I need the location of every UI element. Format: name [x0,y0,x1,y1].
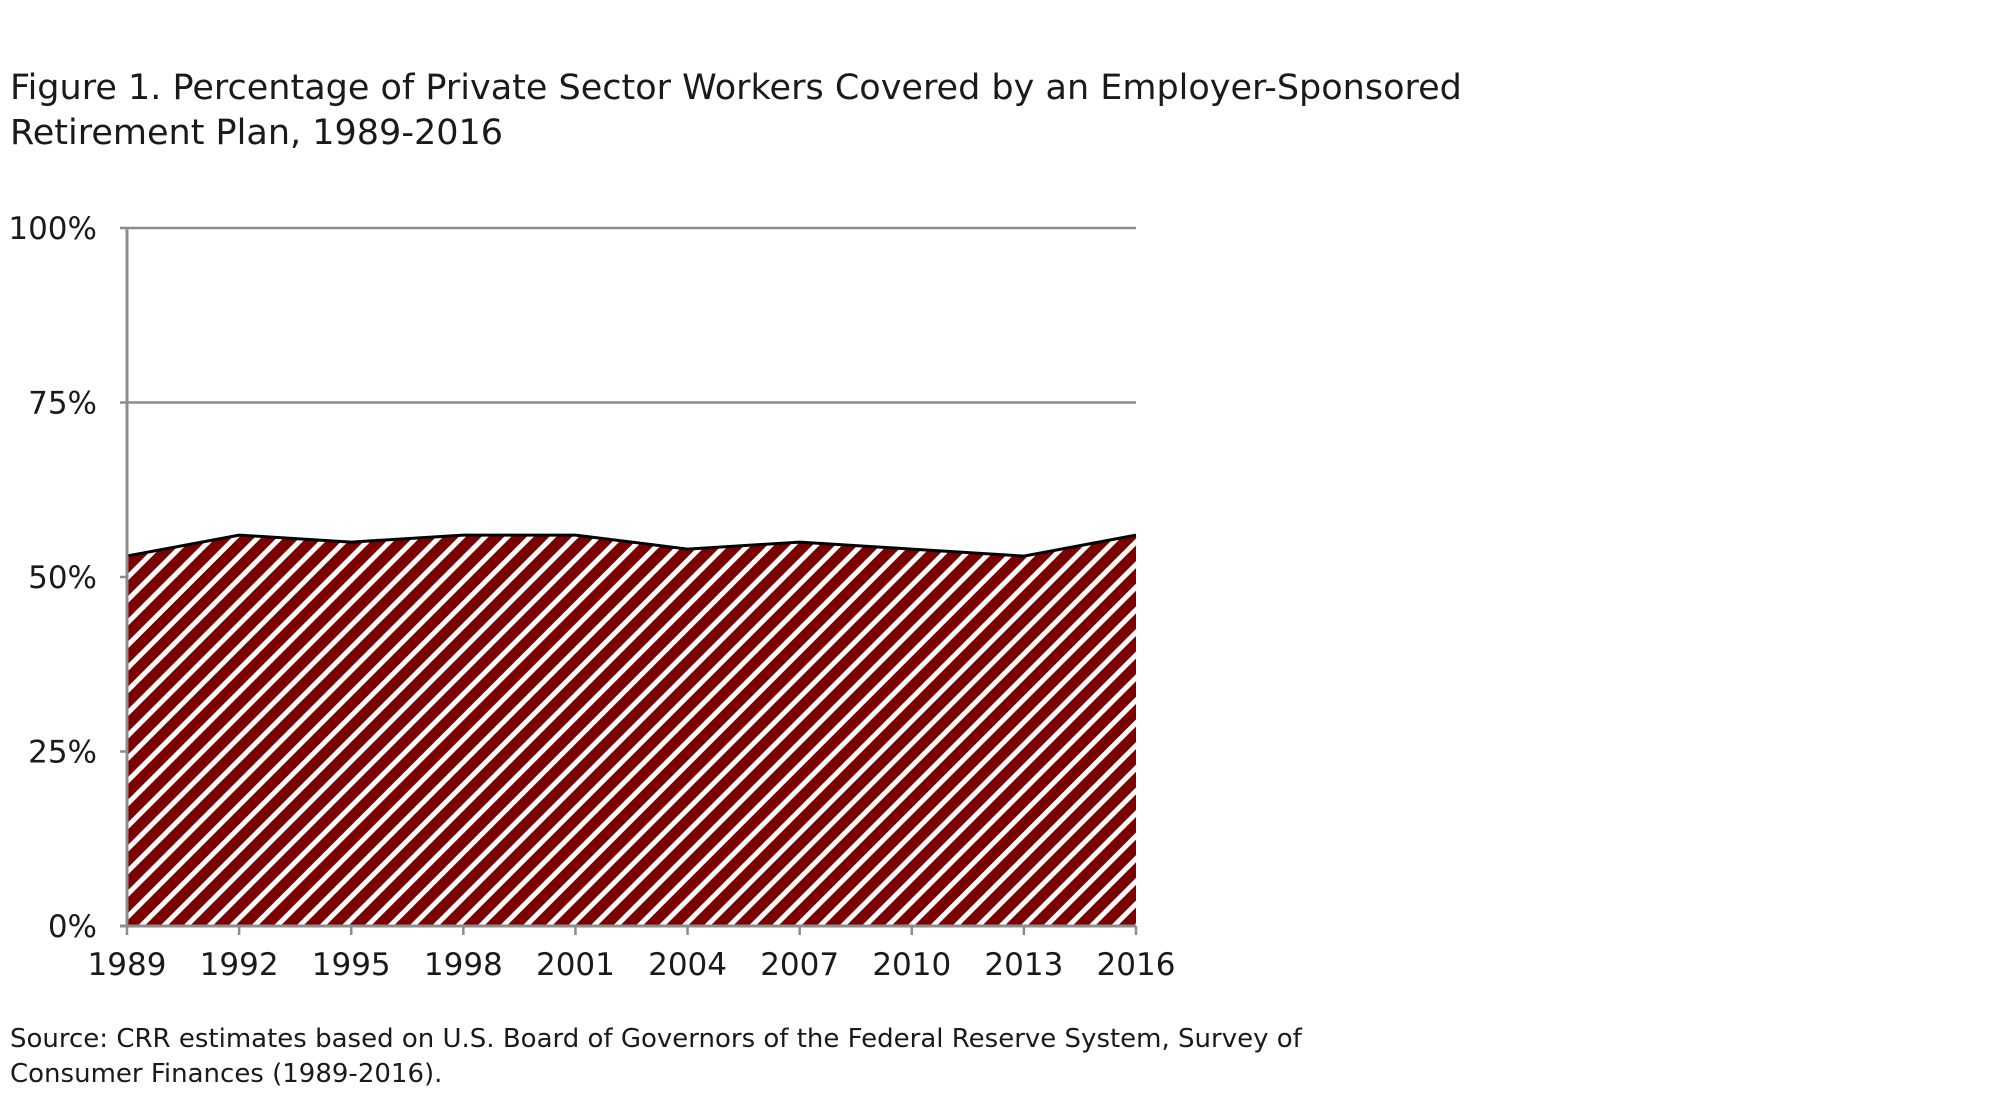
x-tick-label: 2013 [984,947,1063,983]
x-tick-label: 1998 [424,947,503,983]
x-tick-label: 2010 [872,947,951,983]
x-tick-label: 1995 [312,947,391,983]
series-line [126,533,1137,558]
y-tick-label: 50% [28,560,97,596]
x-tick-label: 2007 [760,947,839,983]
x-tick-label: 1989 [88,947,167,983]
title-line-2: Retirement Plan, 1989-2016 [10,113,504,153]
x-tick-label: 2001 [536,947,615,983]
source-line-2: Consumer Finances (1989-2016). [10,1059,443,1089]
chart-title: Figure 1. Percentage of Private Sector W… [10,66,1462,156]
area-fill [127,535,1136,926]
y-tick-label: 100% [8,211,97,247]
y-tick-label: 75% [28,386,97,422]
source-line-1: Source: CRR estimates based on U.S. Boar… [10,1024,1302,1054]
y-tick-label: 0% [48,909,97,945]
source-note: Source: CRR estimates based on U.S. Boar… [10,1022,1302,1092]
title-line-1: Figure 1. Percentage of Private Sector W… [10,68,1462,108]
y-tick-label: 25% [28,735,97,771]
x-tick-label: 1992 [200,947,279,983]
x-tick-label: 2016 [1097,947,1176,983]
x-tick-label: 2004 [648,947,727,983]
